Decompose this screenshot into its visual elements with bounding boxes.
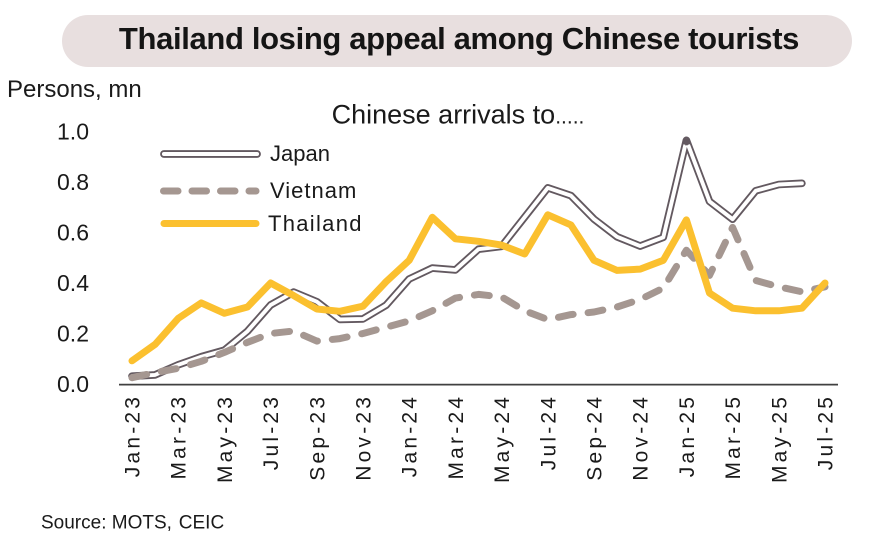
svg-text:Mar-24: Mar-24 bbox=[445, 394, 468, 480]
svg-text:Jul-25: Jul-25 bbox=[815, 394, 838, 470]
svg-text:Jan-25: Jan-25 bbox=[676, 394, 699, 477]
svg-text:Sep-24: Sep-24 bbox=[584, 394, 607, 481]
svg-text:0.8: 0.8 bbox=[57, 169, 89, 195]
svg-text:May-25: May-25 bbox=[768, 394, 791, 483]
svg-text:Jan-24: Jan-24 bbox=[399, 394, 422, 477]
svg-text:0.0: 0.0 bbox=[57, 371, 89, 397]
svg-text:Japan: Japan bbox=[270, 141, 330, 166]
svg-text:Chinese arrivals to.....: Chinese arrivals to..... bbox=[332, 100, 585, 130]
svg-text:Sep-23: Sep-23 bbox=[306, 394, 329, 481]
svg-text:May-23: May-23 bbox=[214, 394, 237, 483]
svg-text:0.4: 0.4 bbox=[57, 270, 89, 296]
svg-text:Jul-24: Jul-24 bbox=[537, 394, 560, 470]
svg-text:Jul-23: Jul-23 bbox=[260, 394, 283, 470]
svg-text:Mar-25: Mar-25 bbox=[722, 394, 745, 480]
svg-text:1.0: 1.0 bbox=[57, 119, 89, 145]
svg-text:Vietnam: Vietnam bbox=[270, 178, 357, 203]
svg-text:Thailand: Thailand bbox=[268, 211, 363, 236]
svg-text:Persons, mn: Persons, mn bbox=[7, 76, 142, 103]
svg-text:Mar-23: Mar-23 bbox=[168, 394, 191, 480]
svg-text:Nov-24: Nov-24 bbox=[630, 394, 653, 481]
svg-text:May-24: May-24 bbox=[491, 394, 514, 483]
svg-text:Jan-23: Jan-23 bbox=[122, 394, 145, 477]
svg-text:Source: MOTS, CEIC: Source: MOTS, CEIC bbox=[41, 513, 224, 534]
svg-text:Nov-23: Nov-23 bbox=[353, 394, 376, 481]
svg-text:0.6: 0.6 bbox=[57, 220, 89, 246]
svg-text:0.2: 0.2 bbox=[57, 321, 89, 347]
